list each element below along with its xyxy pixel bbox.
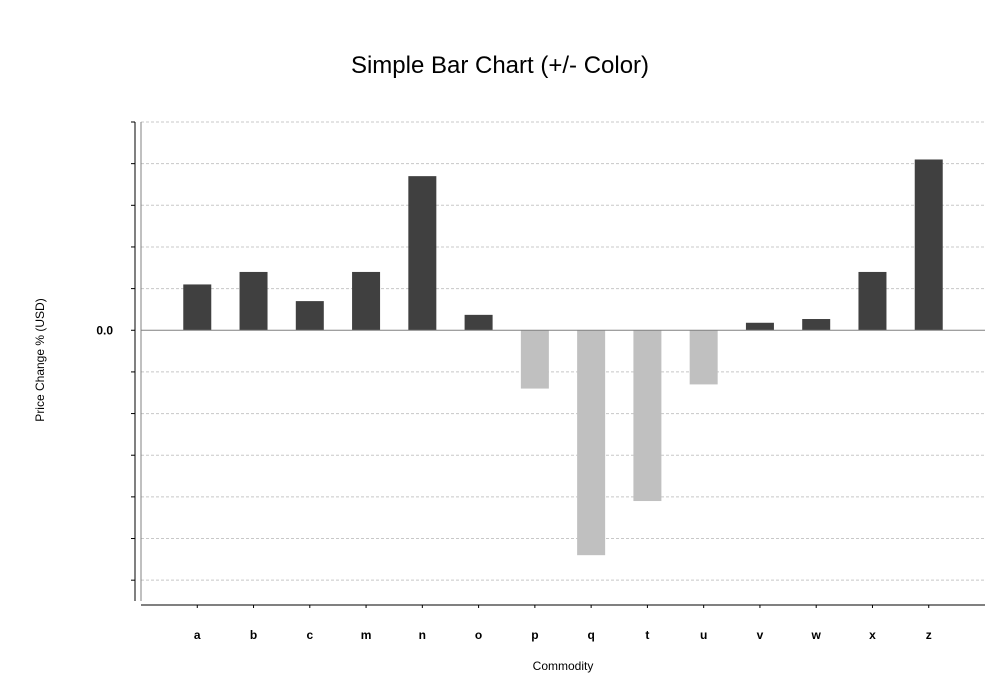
bar-z xyxy=(914,159,943,331)
bar-p xyxy=(520,330,549,389)
y-axis-title: Price Change % (USD) xyxy=(33,298,47,421)
bar-m xyxy=(352,271,381,331)
x-tick-label: u xyxy=(700,628,707,642)
bar-v xyxy=(745,322,774,331)
x-tick-label: t xyxy=(645,628,649,642)
bar-w xyxy=(802,319,831,331)
x-tick-label: v xyxy=(757,628,764,642)
bar-a xyxy=(183,284,212,331)
bar-n xyxy=(408,176,437,331)
x-tick-label: q xyxy=(587,628,594,642)
x-tick-label: n xyxy=(419,628,426,642)
bar-t xyxy=(633,330,662,502)
x-tick-label: a xyxy=(194,628,201,642)
x-tick-label: c xyxy=(306,628,313,642)
chart-title: Simple Bar Chart (+/- Color) xyxy=(350,52,650,79)
y-tick-label: 0.0 xyxy=(96,323,113,337)
bar-o xyxy=(464,314,493,331)
x-axis-title: Commodity xyxy=(533,659,594,673)
bar-x xyxy=(858,271,887,331)
grid-lines xyxy=(141,121,985,581)
x-tick-label: x xyxy=(869,628,876,642)
bars xyxy=(183,159,943,556)
y-axis xyxy=(131,121,142,601)
x-tick-label: b xyxy=(250,628,257,642)
bar-c xyxy=(295,301,324,331)
bar-u xyxy=(689,330,718,385)
bar-b xyxy=(239,271,268,331)
x-tick-label: p xyxy=(531,628,538,642)
x-tick-label: z xyxy=(926,628,932,642)
bar-q xyxy=(577,330,606,556)
x-tick-label: w xyxy=(811,628,822,642)
x-tick-label: o xyxy=(475,628,482,642)
x-tick-label: m xyxy=(361,628,372,642)
